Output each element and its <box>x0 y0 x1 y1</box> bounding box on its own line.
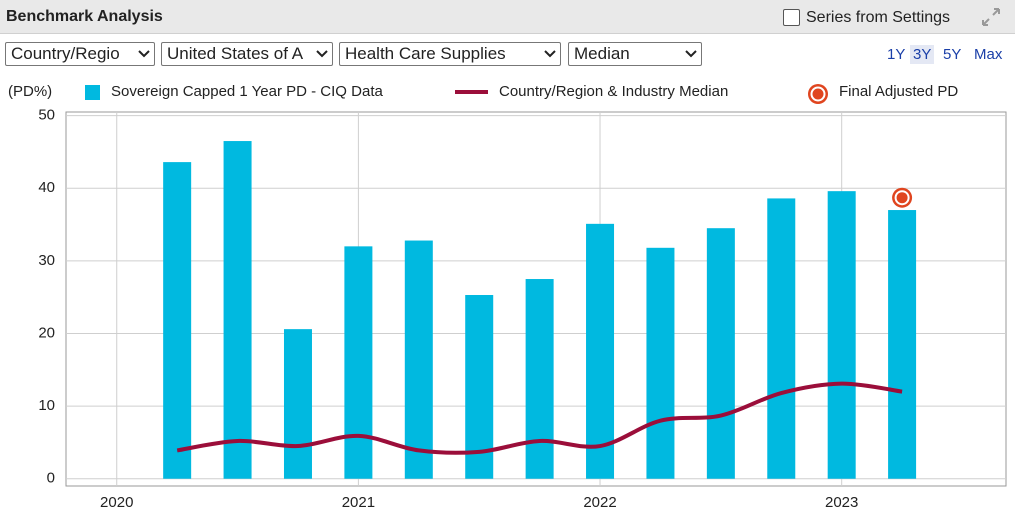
legend-label: Sovereign Capped 1 Year PD - CIQ Data <box>111 83 383 100</box>
legend-swatch <box>808 84 828 104</box>
range-button[interactable]: 1Y <box>887 46 906 63</box>
bar <box>404 240 433 479</box>
plot-area <box>65 111 1007 487</box>
x-tick-label: 2023 <box>825 494 858 511</box>
panel-title: Benchmark Analysis <box>6 8 163 25</box>
legend-label: Final Adjusted PD <box>839 83 958 100</box>
y-tick-label: 30 <box>38 252 55 269</box>
marker-gap <box>810 86 826 102</box>
y-axis-label: (PD%) <box>8 83 52 100</box>
legend-label: Country/Region & Industry Median <box>499 83 728 100</box>
dropdown[interactable]: Health Care Supplies <box>339 42 561 66</box>
bar <box>706 228 735 479</box>
bar <box>344 246 373 479</box>
bar <box>525 279 554 479</box>
bar <box>223 141 252 479</box>
y-tick-label: 20 <box>38 324 55 341</box>
marker-ring <box>892 187 913 208</box>
bar <box>646 247 675 479</box>
bar <box>767 198 796 479</box>
marker-dot <box>896 192 908 204</box>
dropdown-text: United States of A <box>167 44 304 63</box>
x-tick-label: 2022 <box>583 494 616 511</box>
y-tick-label: 50 <box>38 107 55 124</box>
line <box>176 381 903 455</box>
x-tick-label: 2021 <box>342 494 375 511</box>
point <box>892 187 913 208</box>
header-bar: Benchmark Analysis Series from Settings <box>0 0 1015 34</box>
dropdown[interactable]: Median <box>568 42 702 66</box>
range-button[interactable]: 3Y <box>910 45 935 64</box>
range-button[interactable]: 5Y <box>943 46 962 63</box>
bar <box>465 295 494 479</box>
bar <box>586 223 615 479</box>
bar <box>888 210 917 479</box>
dropdown-text: Median <box>574 44 630 63</box>
expand-icon[interactable] <box>980 6 1002 28</box>
x-tick-label: 2020 <box>100 494 133 511</box>
range-button[interactable]: Max <box>974 46 1003 63</box>
marker-gap <box>894 190 910 206</box>
dropdown[interactable]: United States of A <box>161 42 333 66</box>
checkbox-label[interactable]: Series from Settings <box>806 9 951 26</box>
marker-dot <box>812 88 824 100</box>
bar <box>827 191 856 479</box>
checkbox[interactable] <box>783 9 800 26</box>
legend-swatch <box>85 85 100 100</box>
y-tick-label: 0 <box>47 470 55 487</box>
dropdown-text: Health Care Supplies <box>345 44 506 63</box>
y-tick-label: 10 <box>38 397 55 414</box>
bar <box>163 162 192 479</box>
marker-ring <box>808 84 828 104</box>
y-tick-label: 40 <box>38 179 55 196</box>
dropdown[interactable]: Country/Regio <box>5 42 155 66</box>
bar <box>283 329 312 479</box>
dropdown-text: Country/Regio <box>11 44 120 63</box>
